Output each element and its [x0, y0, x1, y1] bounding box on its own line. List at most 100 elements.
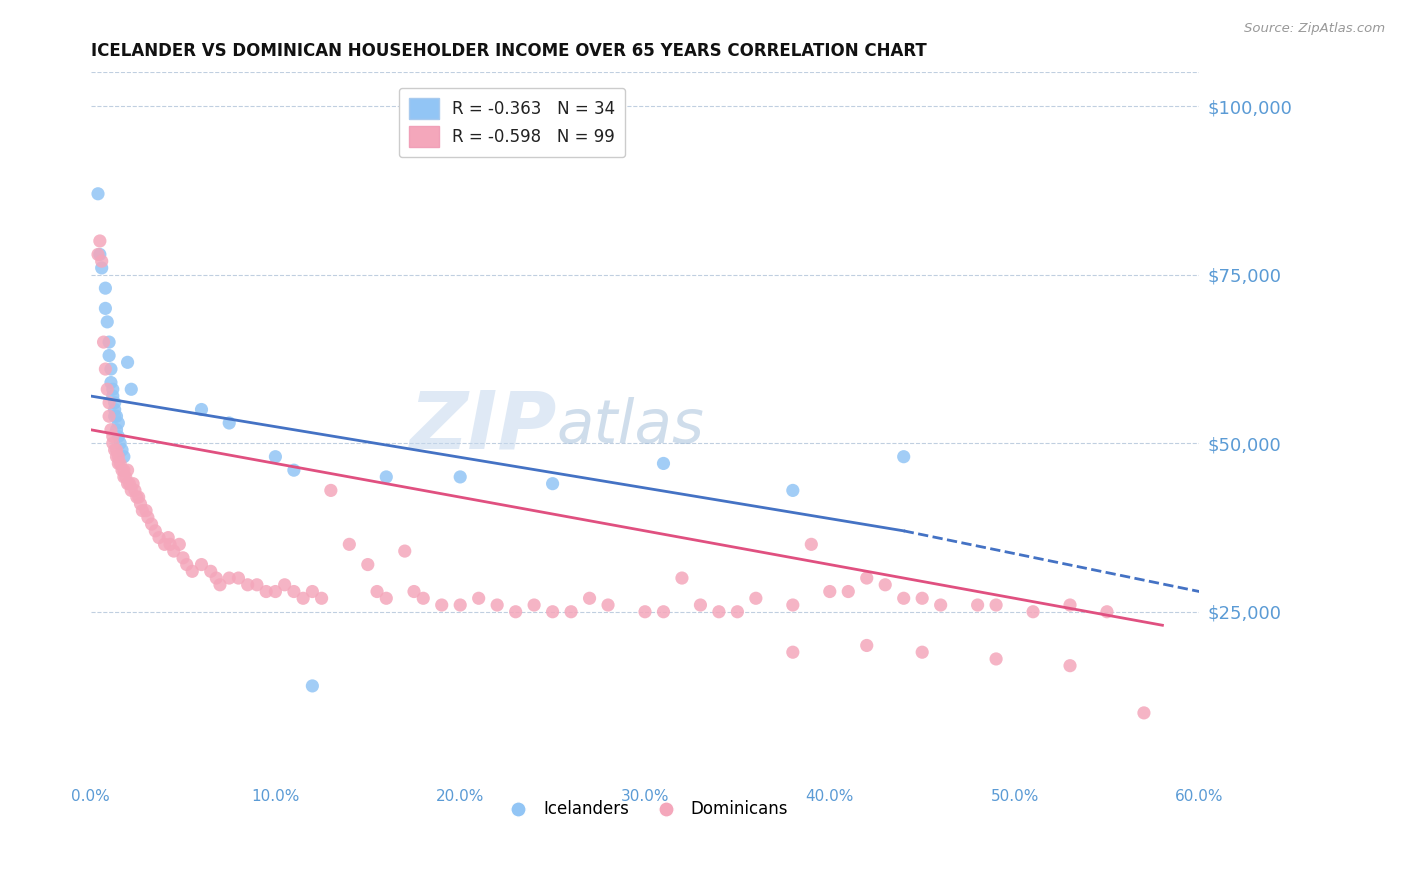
Point — [112, 450, 135, 464]
Point — [264, 450, 287, 464]
Point — [94, 281, 117, 295]
Point — [218, 571, 240, 585]
Point — [208, 578, 231, 592]
Text: ICELANDER VS DOMINICAN HOUSEHOLDER INCOME OVER 65 YEARS CORRELATION CHART: ICELANDER VS DOMINICAN HOUSEHOLDER INCOM… — [90, 42, 927, 60]
Point — [89, 234, 111, 248]
Text: atlas: atlas — [557, 397, 704, 456]
Point — [87, 247, 110, 261]
Point — [818, 584, 841, 599]
Point — [634, 605, 657, 619]
Point — [782, 598, 804, 612]
Point — [578, 591, 600, 606]
Point — [200, 564, 222, 578]
Point — [190, 402, 212, 417]
Point — [837, 584, 859, 599]
Point — [1059, 658, 1081, 673]
Point — [366, 584, 388, 599]
Point — [449, 470, 471, 484]
Point — [523, 598, 546, 612]
Point — [94, 301, 117, 316]
Point — [120, 483, 142, 498]
Point — [301, 584, 323, 599]
Point — [707, 605, 730, 619]
Point — [273, 578, 295, 592]
Legend: Icelanders, Dominicans: Icelanders, Dominicans — [495, 794, 794, 825]
Point — [129, 497, 152, 511]
Point — [375, 591, 398, 606]
Point — [283, 584, 305, 599]
Point — [104, 442, 127, 457]
Point — [135, 503, 157, 517]
Point — [984, 598, 1007, 612]
Point — [98, 335, 121, 350]
Point — [652, 457, 675, 471]
Point — [90, 260, 112, 275]
Point — [337, 537, 360, 551]
Point — [163, 544, 186, 558]
Point — [105, 409, 128, 424]
Point — [1059, 598, 1081, 612]
Point — [855, 639, 877, 653]
Point — [190, 558, 212, 572]
Point — [228, 571, 250, 585]
Point — [118, 476, 141, 491]
Text: ZIP: ZIP — [409, 387, 557, 466]
Point — [652, 605, 675, 619]
Point — [114, 470, 136, 484]
Point — [93, 335, 115, 350]
Point — [301, 679, 323, 693]
Point — [87, 186, 110, 201]
Point — [402, 584, 425, 599]
Point — [131, 503, 153, 517]
Point — [107, 457, 129, 471]
Point — [148, 531, 170, 545]
Point — [412, 591, 434, 606]
Point — [236, 578, 259, 592]
Point — [94, 362, 117, 376]
Point — [108, 436, 131, 450]
Point — [430, 598, 453, 612]
Point — [176, 558, 198, 572]
Point — [112, 463, 135, 477]
Point — [101, 382, 124, 396]
Point — [449, 598, 471, 612]
Point — [541, 476, 564, 491]
Point — [283, 463, 305, 477]
Point — [98, 409, 121, 424]
Point — [725, 605, 748, 619]
Point — [966, 598, 988, 612]
Point — [254, 584, 277, 599]
Point — [541, 605, 564, 619]
Point — [153, 537, 176, 551]
Point — [124, 483, 146, 498]
Point — [505, 605, 527, 619]
Point — [984, 652, 1007, 666]
Point — [143, 524, 166, 538]
Point — [671, 571, 693, 585]
Point — [311, 591, 333, 606]
Point — [893, 450, 915, 464]
Point — [136, 510, 159, 524]
Point — [1095, 605, 1118, 619]
Point — [467, 591, 489, 606]
Point — [1133, 706, 1156, 720]
Point — [107, 416, 129, 430]
Point — [101, 436, 124, 450]
Point — [782, 645, 804, 659]
Point — [105, 423, 128, 437]
Point — [375, 470, 398, 484]
Point — [172, 550, 194, 565]
Point — [100, 362, 122, 376]
Point — [117, 355, 139, 369]
Point — [101, 429, 124, 443]
Point — [169, 537, 191, 551]
Point — [246, 578, 269, 592]
Point — [98, 349, 121, 363]
Point — [120, 382, 142, 396]
Point — [911, 645, 934, 659]
Point — [125, 490, 148, 504]
Point — [689, 598, 711, 612]
Point — [875, 578, 897, 592]
Point — [111, 463, 134, 477]
Point — [486, 598, 509, 612]
